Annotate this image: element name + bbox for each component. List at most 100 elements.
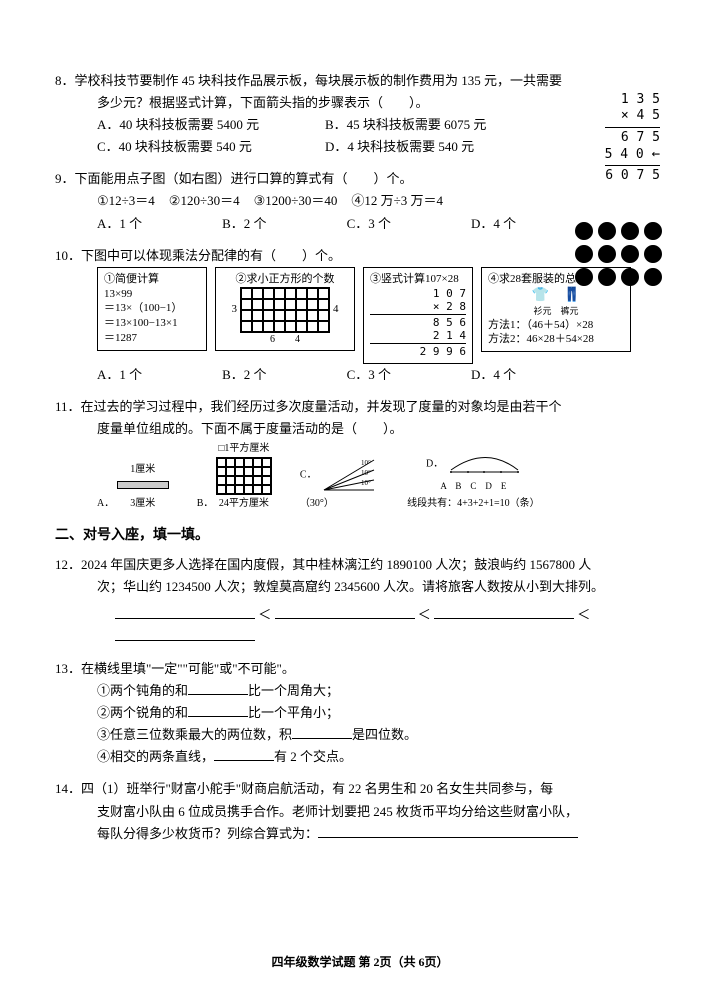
ob: B． (197, 498, 214, 509)
question-12: 12．2024 年国庆更多人选择在国内度假，其中桂林漓江约 1890100 人次… (55, 554, 665, 648)
question-13: 13．在横线里填"一定""可能"或"不可能"。 ①两个钝角的和比一个周角大； ②… (55, 658, 665, 768)
q13-1: ①两个钝角的和比一个周角大； (55, 680, 665, 702)
ld2: 线段共有：4+3+2+1=10（条） (407, 498, 540, 509)
dot-diagram (575, 222, 664, 288)
p2-title: ②求小正方形的个数 (222, 272, 348, 287)
blank (188, 680, 248, 695)
q11-optB: B． □1平方厘米 24平方厘米 (197, 440, 272, 512)
q9-i1: ①12÷3＝4 (97, 190, 155, 212)
q8-options2: C．40 块科技板需要 540 元 D．4 块科技板需要 540 元 (55, 136, 665, 158)
lt: ＜ (258, 607, 271, 622)
q10-options: A．1 个 B．2 个 C．3 个 D．4 个 (55, 364, 665, 386)
v5: 2 9 9 6 (370, 345, 466, 358)
q10-b: B．2 个 (222, 364, 266, 386)
oc: C． (300, 469, 317, 480)
v3: 8 5 6 (370, 316, 466, 329)
q11-diagrams: A． 1厘米 3厘米 B． □1平方厘米 24平方厘 (55, 440, 665, 512)
calc-row-arrow: 5 4 0 ← (605, 146, 660, 164)
q9-d: D．4 个 (471, 213, 516, 235)
question-8: 8．学校科技节要制作 45 块科技作品展示板，每块展示板的制作费用为 135 元… (55, 70, 665, 158)
blank (115, 626, 255, 641)
p2-left: 3 (232, 302, 238, 317)
q9-b: B．2 个 (222, 213, 266, 235)
q8-opt-a: A．40 块科技板需要 5400 元 (97, 114, 297, 136)
exam-page: 8．学校科技节要制作 45 块科技作品展示板，每块展示板的制作费用为 135 元… (0, 0, 720, 996)
q11-text2: 度量单位组成的。下面不属于度量活动的是（ ）。 (55, 418, 665, 440)
q13-2: ②两个锐角的和 比一个平角小； (55, 702, 665, 724)
l2b: 比一个平角小； (248, 705, 339, 720)
blank (214, 746, 274, 761)
p4b: 裤元 (561, 306, 579, 316)
question-10: 10．下图中可以体现乘法分配律的有（ ）个。 ①简便计算 13×99 ＝13×（… (55, 245, 665, 386)
blank (318, 823, 578, 838)
p1-a: 13×99 (104, 287, 200, 302)
blank (115, 604, 255, 619)
q14-t3: 每队分得多少枚货币？列综合算式为： (97, 826, 318, 841)
l4b: 有 2 个交点。 (274, 749, 352, 764)
blank (292, 724, 352, 739)
section-2-title: 二、对号入座，填一填。 (55, 524, 665, 548)
panel-1: ①简便计算 13×99 ＝13×（100−1） ＝13×100−13×1 ＝12… (97, 267, 207, 351)
v4: 2 1 4 (370, 329, 466, 342)
la2: 3厘米 (130, 498, 155, 509)
q9-c: C．3 个 (347, 213, 391, 235)
q10-c: C．3 个 (347, 364, 391, 386)
p2-right: 4 (333, 302, 339, 317)
v1: 1 0 7 (370, 287, 466, 300)
l3b: 是四位数。 (352, 727, 417, 742)
q11-optC: C． 10° 10° 10° （30°） (300, 455, 379, 512)
q9-items: ①12÷3＝4 ②120÷30＝4 ③1200÷30＝40 ④12 万÷3 万＝… (55, 190, 665, 212)
blank (275, 604, 415, 619)
q9-i4: ④12 万÷3 万＝4 (351, 190, 443, 212)
od: D． (426, 458, 443, 469)
blank (188, 702, 248, 717)
q8-vertical-calc: 1 3 5 × 4 5 6 7 5 5 4 0 ← 6 0 7 5 (605, 92, 660, 185)
lt: ＜ (577, 607, 590, 622)
question-14: 14．四（1）班举行"财富小舵手"财商启航活动，有 22 名男生和 20 名女生… (55, 778, 665, 844)
page-footer: 四年级数学试题 第 2页（共 6页） (0, 952, 720, 972)
lb1: □1平方厘米 (218, 443, 269, 454)
q12-t2: 次；华山约 1234500 人次；敦煌莫高窟约 2345600 人次。请将旅客人… (55, 576, 665, 598)
l3a: ③任意三位数乘最大的两位数，积 (97, 727, 292, 742)
clothes-icons: 👕 👖 (488, 287, 624, 306)
q8-text: 8．学校科技节要制作 45 块科技作品展示板，每块展示板的制作费用为 135 元… (55, 70, 665, 92)
la1: 1厘米 (130, 464, 155, 475)
ldabcde: A B C D E (440, 481, 506, 491)
q14-t2: 支财富小队由 6 位成员携手合作。老师计划要把 245 枚货币平均分给这些财富小… (55, 801, 665, 823)
p4a: 衫元 (533, 306, 551, 316)
p4-m2: 方法2：46×28＋54×28 (488, 332, 624, 347)
p3-calc: 1 0 7 × 2 8 8 5 6 2 1 4 2 9 9 6 (370, 287, 466, 359)
q10-d: D．4 个 (471, 364, 516, 386)
q8-text2: 多少元？根据竖式计算，下面箭头指的步骤表示（ ）。 (55, 92, 665, 114)
q9-i3: ③1200÷30＝40 (254, 190, 338, 212)
panel-2: ②求小正方形的个数 3 4 6 4 (215, 267, 355, 351)
p2-bottom: 6 4 (222, 333, 348, 347)
q14-t3-row: 每队分得多少枚货币？列综合算式为： (55, 823, 665, 845)
q10-panels: ①简便计算 13×99 ＝13×（100−1） ＝13×100−13×1 ＝12… (55, 267, 665, 364)
p1-c: ＝13×100−13×1 (104, 316, 200, 331)
panel-3: ③竖式计算107×28 1 0 7 × 2 8 8 5 6 2 1 4 2 9 … (363, 267, 473, 364)
q13-4: ④相交的两条直线， 有 2 个交点。 (55, 746, 665, 768)
q13-3: ③任意三位数乘最大的两位数，积 是四位数。 (55, 724, 665, 746)
l2a: ②两个锐角的和 (97, 705, 188, 720)
v2: × 2 8 (370, 300, 466, 313)
q13-t: 13．在横线里填"一定""可能"或"不可能"。 (55, 658, 665, 680)
calc-p2: 5 4 0 (605, 147, 652, 162)
question-11: 11．在过去的学习过程中，我们经历过多次度量活动，并发现了度量的对象均是由若干个… (55, 396, 665, 512)
calc-n2: × 4 5 (605, 108, 660, 124)
svg-text:10°: 10° (361, 469, 371, 477)
l4a: ④相交的两条直线， (97, 749, 214, 764)
q8-opt-b: B．45 块科技板需要 6075 元 (325, 114, 525, 136)
q12-t1: 12．2024 年国庆更多人选择在国内度假，其中桂林漓江约 1890100 人次… (55, 554, 665, 576)
question-9: 9．下面能用点子图（如右图）进行口算的算式有（ ）个。 ①12÷3＝4 ②120… (55, 168, 665, 234)
p4-m1: 方法1：（46＋54）×28 (488, 318, 624, 333)
blank (434, 604, 574, 619)
q14-t1: 14．四（1）班举行"财富小舵手"财商启航活动，有 22 名男生和 20 名女生… (55, 778, 665, 800)
p3-title: ③竖式计算107×28 (370, 272, 466, 287)
q9-i2: ②120÷30＝4 (169, 190, 240, 212)
q12-answer-line: ＜ ＜ ＜ (55, 604, 665, 648)
grid-icon (240, 287, 330, 333)
lc360: （30°） (300, 498, 334, 509)
q9-options: A．1 个 B．2 个 C．3 个 D．4 个 (55, 213, 665, 235)
q9-a: A．1 个 (97, 213, 142, 235)
